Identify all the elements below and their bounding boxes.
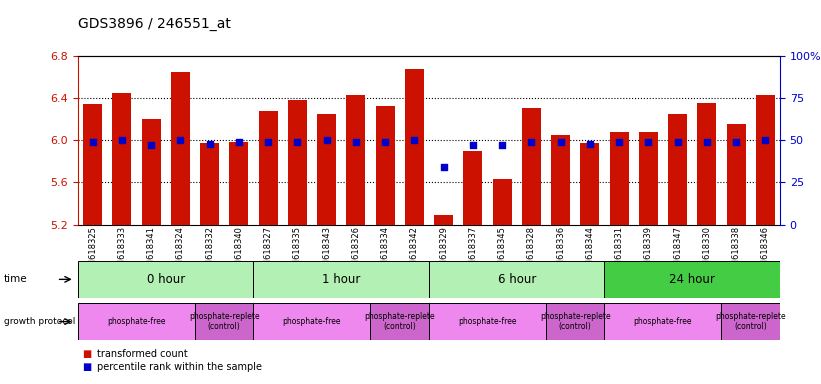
Point bbox=[730, 139, 743, 145]
Point bbox=[642, 139, 655, 145]
Bar bbox=[200, 143, 219, 225]
Bar bbox=[83, 104, 102, 225]
Bar bbox=[609, 132, 629, 225]
Text: ■: ■ bbox=[82, 362, 91, 372]
Text: phosphate-free: phosphate-free bbox=[108, 317, 166, 326]
Bar bbox=[254, 303, 370, 340]
Text: 1 hour: 1 hour bbox=[322, 273, 360, 286]
Text: phosphate-replete
(control): phosphate-replete (control) bbox=[540, 312, 611, 331]
Point bbox=[203, 141, 216, 147]
Point bbox=[554, 139, 567, 145]
Bar bbox=[604, 261, 780, 298]
Bar bbox=[493, 179, 511, 225]
Point bbox=[174, 137, 187, 143]
Bar bbox=[405, 70, 424, 225]
Bar bbox=[254, 261, 429, 298]
Text: phosphate-replete
(control): phosphate-replete (control) bbox=[189, 312, 259, 331]
Point bbox=[349, 139, 362, 145]
Bar bbox=[522, 109, 541, 225]
Bar bbox=[463, 151, 483, 225]
Point bbox=[115, 137, 128, 143]
Text: phosphate-replete
(control): phosphate-replete (control) bbox=[715, 312, 786, 331]
Point bbox=[232, 139, 245, 145]
Bar bbox=[195, 303, 254, 340]
Point bbox=[408, 137, 421, 143]
Point bbox=[759, 137, 772, 143]
Bar bbox=[288, 100, 307, 225]
Bar bbox=[375, 106, 395, 225]
Point bbox=[612, 139, 626, 145]
Point bbox=[378, 139, 392, 145]
Bar bbox=[259, 111, 277, 225]
Text: ■: ■ bbox=[82, 349, 91, 359]
Text: phosphate-replete
(control): phosphate-replete (control) bbox=[365, 312, 435, 331]
Bar bbox=[112, 93, 131, 225]
Bar bbox=[722, 303, 780, 340]
Point bbox=[437, 164, 450, 170]
Text: transformed count: transformed count bbox=[97, 349, 188, 359]
Bar bbox=[346, 95, 365, 225]
Text: phosphate-free: phosphate-free bbox=[458, 317, 516, 326]
Text: growth protocol: growth protocol bbox=[4, 317, 76, 326]
Bar bbox=[551, 135, 570, 225]
Point bbox=[700, 139, 713, 145]
Point bbox=[496, 142, 509, 148]
Bar bbox=[171, 71, 190, 225]
Bar bbox=[429, 303, 546, 340]
Point bbox=[466, 142, 479, 148]
Text: time: time bbox=[4, 274, 28, 285]
Point bbox=[86, 139, 99, 145]
Bar bbox=[668, 114, 687, 225]
Text: 0 hour: 0 hour bbox=[147, 273, 185, 286]
Bar bbox=[78, 261, 254, 298]
Bar bbox=[141, 119, 161, 225]
Bar bbox=[580, 143, 599, 225]
Bar bbox=[434, 215, 453, 225]
Bar bbox=[317, 114, 336, 225]
Point bbox=[320, 137, 333, 143]
Bar bbox=[604, 303, 722, 340]
Text: 24 hour: 24 hour bbox=[669, 273, 715, 286]
Bar bbox=[229, 142, 249, 225]
Text: percentile rank within the sample: percentile rank within the sample bbox=[97, 362, 262, 372]
Bar bbox=[639, 132, 658, 225]
Point bbox=[583, 141, 596, 147]
Bar bbox=[429, 261, 604, 298]
Point bbox=[525, 139, 538, 145]
Bar bbox=[546, 303, 604, 340]
Bar bbox=[756, 95, 775, 225]
Text: 6 hour: 6 hour bbox=[498, 273, 536, 286]
Text: GDS3896 / 246551_at: GDS3896 / 246551_at bbox=[78, 17, 231, 31]
Bar bbox=[727, 124, 745, 225]
Point bbox=[262, 139, 275, 145]
Point bbox=[671, 139, 684, 145]
Bar bbox=[370, 303, 429, 340]
Point bbox=[291, 139, 304, 145]
Point bbox=[144, 142, 158, 148]
Text: phosphate-free: phosphate-free bbox=[634, 317, 692, 326]
Bar bbox=[697, 103, 717, 225]
Text: phosphate-free: phosphate-free bbox=[282, 317, 342, 326]
Bar bbox=[78, 303, 195, 340]
